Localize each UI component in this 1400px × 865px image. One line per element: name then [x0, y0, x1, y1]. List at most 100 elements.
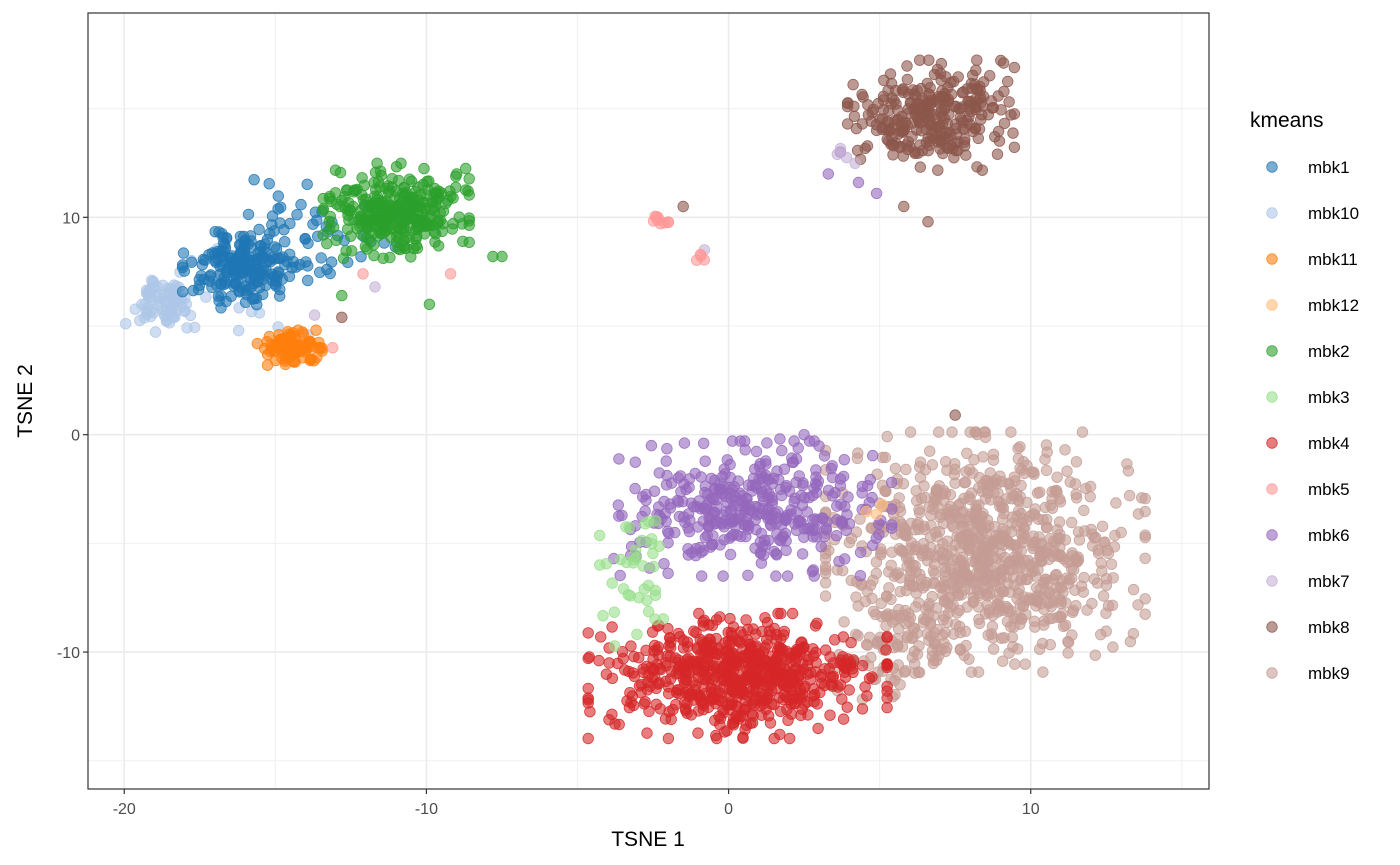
- data-point-mbk4: [627, 667, 639, 679]
- data-point-mbk6: [724, 548, 737, 561]
- data-point-mbk9: [1013, 583, 1025, 595]
- data-point-mbk6: [698, 437, 710, 450]
- data-point-mbk2: [400, 231, 413, 243]
- data-point-mbk9: [1027, 530, 1040, 542]
- data-point-mbk7: [308, 309, 321, 321]
- data-point-mbk9: [913, 461, 926, 473]
- series-mbk4: [582, 607, 893, 745]
- data-point-mbk9: [1033, 643, 1046, 655]
- data-point-mbk9: [1092, 547, 1105, 560]
- data-point-mbk2: [323, 192, 336, 205]
- data-point-mbk2: [357, 193, 370, 206]
- data-point-mbk9: [1046, 502, 1059, 514]
- data-point-mbk1: [252, 247, 264, 259]
- legend-key-mbk6: [1266, 529, 1278, 541]
- data-point-mbk2: [337, 252, 350, 264]
- data-point-mbk8: [949, 409, 961, 421]
- data-point-mbk9: [997, 564, 1010, 577]
- data-point-mbk8: [841, 118, 854, 130]
- series-mbk2: [317, 157, 508, 311]
- data-point-mbk6: [822, 168, 835, 180]
- data-point-mbk9: [1097, 590, 1110, 602]
- data-point-mbk6: [801, 506, 813, 518]
- data-point-mbk9: [928, 635, 941, 647]
- data-point-mbk6: [639, 505, 651, 517]
- data-point-mbk6: [779, 527, 792, 540]
- data-point-mbk9: [939, 645, 952, 658]
- data-point-mbk4: [673, 660, 686, 672]
- data-point-mbk9: [968, 454, 980, 466]
- data-point-mbk1: [252, 276, 264, 288]
- data-point-mbk9: [1070, 492, 1083, 504]
- data-point-mbk4: [726, 684, 738, 697]
- data-point-mbk2: [460, 184, 472, 196]
- data-point-mbk6: [659, 507, 672, 520]
- data-point-mbk9: [964, 493, 976, 506]
- data-point-mbk9: [1105, 558, 1118, 570]
- data-point-mbk10: [152, 299, 164, 312]
- data-point-mbk4: [774, 661, 786, 674]
- data-point-mbk9: [1107, 572, 1119, 584]
- data-point-mbk9: [918, 480, 930, 492]
- data-point-mbk2: [336, 289, 348, 302]
- series-mbk3: [594, 515, 670, 652]
- data-point-mbk9: [948, 628, 960, 640]
- data-point-mbk1: [275, 201, 287, 214]
- data-point-mbk9: [1035, 537, 1048, 550]
- data-point-mbk8: [965, 105, 977, 118]
- data-point-mbk1: [236, 244, 248, 257]
- series-mbk11: [251, 324, 328, 371]
- data-point-mbk6: [750, 445, 763, 458]
- data-point-mbk9: [984, 480, 996, 492]
- data-point-mbk9: [1139, 552, 1151, 565]
- data-point-mbk4: [716, 696, 729, 708]
- data-point-mbk6: [765, 520, 777, 532]
- data-point-mbk1: [177, 247, 190, 259]
- data-point-mbk4: [845, 636, 857, 649]
- data-point-mbk4: [701, 659, 714, 671]
- data-point-mbk2: [390, 185, 402, 198]
- data-point-mbk8: [914, 161, 927, 173]
- data-point-mbk10: [164, 304, 176, 316]
- data-point-mbk4: [692, 727, 704, 739]
- data-point-mbk6: [751, 509, 764, 521]
- data-point-mbk6: [648, 485, 661, 497]
- data-point-mbk9: [860, 638, 873, 651]
- data-point-mbk9: [955, 554, 967, 567]
- data-point-mbk5: [662, 216, 674, 229]
- data-point-mbk10: [151, 289, 164, 301]
- data-point-mbk2: [374, 181, 386, 193]
- data-point-mbk4: [881, 701, 893, 714]
- data-point-mbk3: [622, 589, 635, 601]
- data-point-mbk9: [1014, 441, 1026, 453]
- data-point-mbk9: [1002, 577, 1014, 590]
- data-point-mbk9: [970, 507, 983, 519]
- data-point-mbk9: [921, 628, 934, 640]
- data-point-mbk8: [872, 97, 885, 110]
- data-point-mbk9: [891, 639, 904, 651]
- data-point-mbk9: [1040, 439, 1053, 451]
- data-point-mbk4: [600, 668, 613, 680]
- data-point-mbk9: [1109, 529, 1121, 542]
- data-point-mbk9: [958, 520, 970, 533]
- data-point-mbk2: [423, 298, 436, 311]
- series-mbk1: [176, 173, 402, 314]
- data-point-mbk8: [902, 103, 915, 115]
- data-point-mbk2: [421, 175, 433, 188]
- data-point-mbk6: [830, 530, 843, 542]
- data-point-mbk9: [850, 591, 862, 603]
- data-point-mbk4: [766, 685, 778, 697]
- data-point-mbk9: [940, 456, 952, 468]
- data-point-mbk2: [348, 184, 360, 196]
- data-point-mbk9: [963, 464, 976, 476]
- series-mbk5: [327, 210, 711, 354]
- data-point-mbk9: [952, 499, 965, 511]
- data-point-mbk9: [1051, 471, 1063, 483]
- data-point-mbk4: [825, 671, 837, 683]
- data-point-mbk8: [935, 74, 947, 86]
- data-point-mbk6: [672, 472, 685, 484]
- data-point-mbk8: [1008, 141, 1021, 154]
- data-point-mbk9: [949, 477, 961, 489]
- data-point-mbk4: [786, 607, 799, 620]
- data-point-mbk4: [740, 614, 752, 626]
